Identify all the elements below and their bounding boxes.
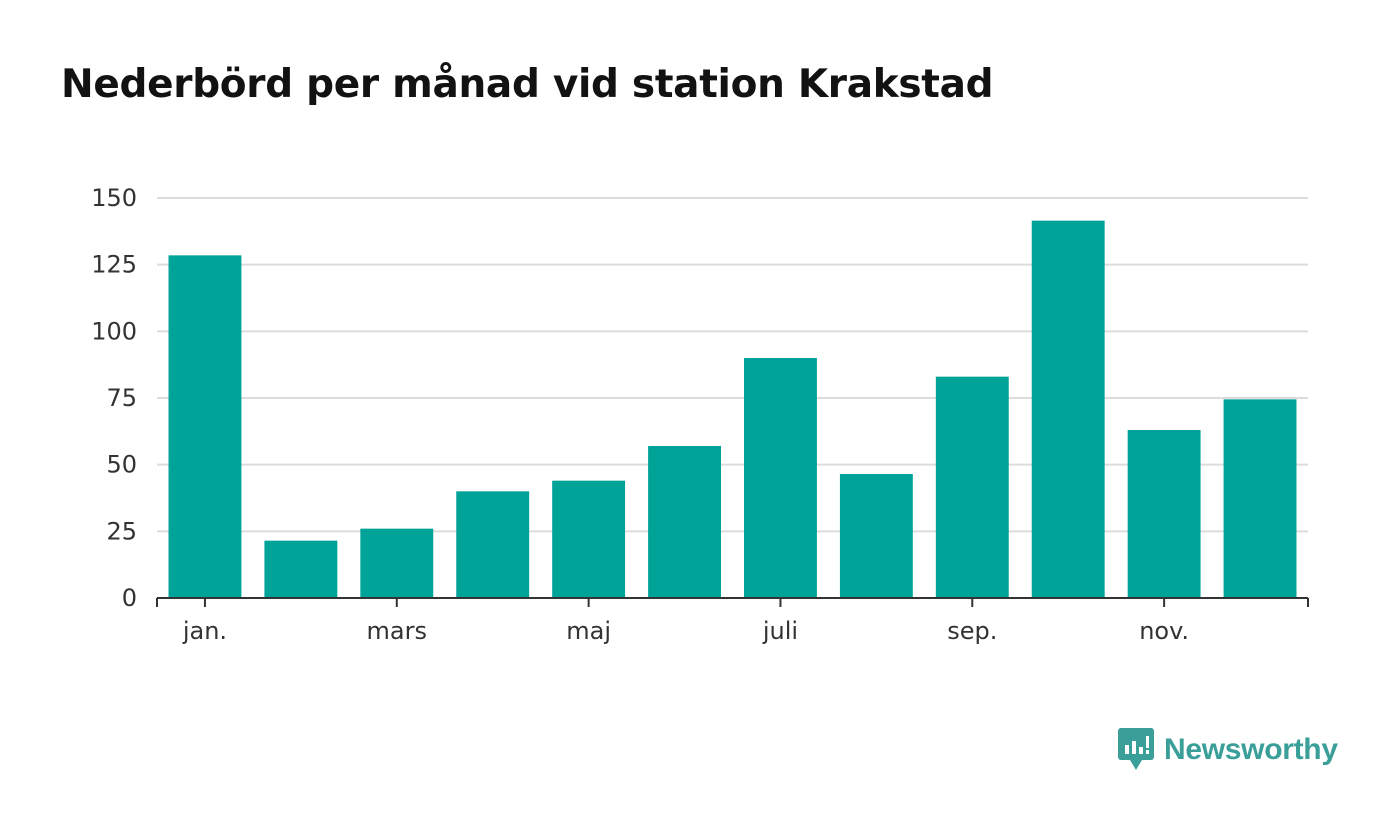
y-tick-label: 100 [91, 317, 137, 345]
bar-maj [552, 480, 626, 598]
bars [168, 220, 1297, 599]
bar-jan [168, 255, 242, 599]
y-tick-label: 25 [106, 517, 137, 545]
bar-juli [744, 358, 817, 598]
x-tick-label: mars [367, 617, 427, 645]
x-tick-label: sep. [947, 617, 997, 645]
x-tick-label: jan. [182, 617, 227, 645]
y-axis-labels: 0 25 50 75 100 125 150 [91, 184, 137, 612]
bar-juni [648, 446, 721, 598]
bar-okt [1031, 220, 1105, 598]
bar-dec [1223, 399, 1297, 598]
x-axis-labels: jan. mars maj juli sep. nov. [182, 617, 1189, 645]
bar-sep [935, 376, 1009, 598]
x-tick-label: maj [566, 617, 611, 645]
newsworthy-logo-icon [1118, 728, 1154, 770]
x-tick-label: juli [762, 617, 798, 645]
gridlines [157, 197, 1308, 533]
y-tick-label: 125 [91, 251, 137, 279]
bar-mars [360, 528, 434, 598]
bar-aug [839, 474, 913, 598]
newsworthy-logo-text: Newsworthy [1164, 733, 1338, 766]
bar-nov [1127, 430, 1201, 598]
y-tick-label: 0 [122, 584, 137, 612]
newsworthy-logo: Newsworthy [1118, 728, 1338, 772]
bar-apr [456, 491, 530, 598]
chart-title: Nederbörd per månad vid station Krakstad [61, 62, 994, 107]
x-axis [156, 597, 1309, 607]
y-tick-label: 150 [91, 184, 137, 212]
y-tick-label: 50 [106, 451, 137, 479]
x-tick-label: nov. [1139, 617, 1189, 645]
bar-feb [264, 540, 338, 598]
y-tick-label: 75 [106, 384, 137, 412]
